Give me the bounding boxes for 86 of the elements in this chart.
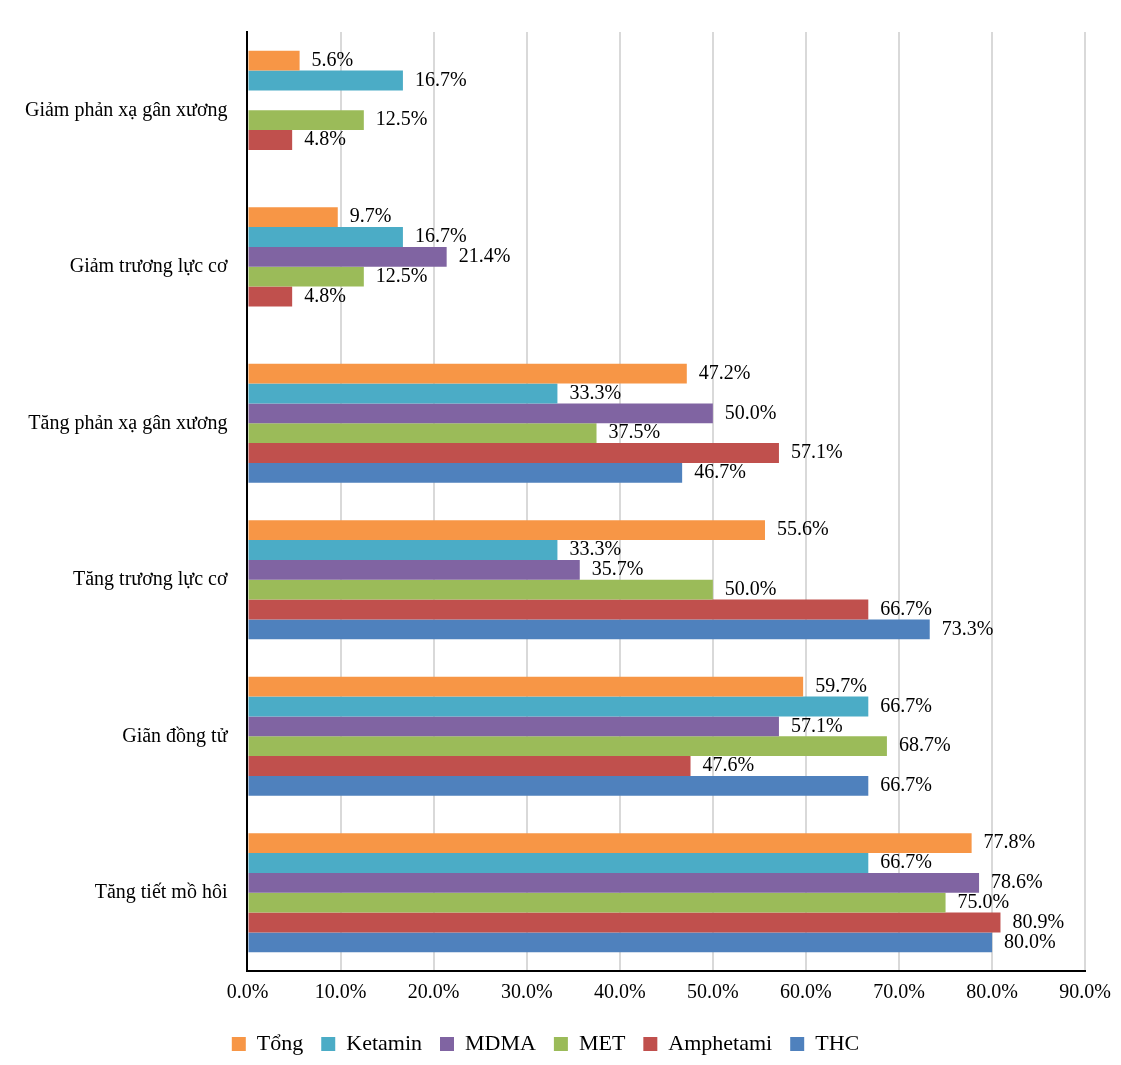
bar xyxy=(248,227,403,247)
bar xyxy=(248,619,930,640)
data-label: 59.7% xyxy=(815,673,867,696)
y-tick-label: Tăng tiết mồ hôi xyxy=(94,880,228,903)
data-label: 4.8% xyxy=(304,283,346,306)
bar xyxy=(248,50,300,71)
bar xyxy=(248,363,687,384)
bar xyxy=(248,696,869,717)
x-tick-label: 0.0% xyxy=(226,980,269,1003)
bar xyxy=(248,423,597,444)
y-tick-label: Tăng phản xạ gân xương xyxy=(28,410,228,434)
x-tick-label: 30.0% xyxy=(500,980,553,1003)
data-label: 16.7% xyxy=(414,224,467,247)
bar xyxy=(248,892,946,913)
data-label: 55.6% xyxy=(776,517,829,540)
bar xyxy=(248,736,887,757)
data-label: 33.3% xyxy=(569,537,622,560)
data-label: 80.9% xyxy=(1012,909,1065,932)
bar xyxy=(248,676,804,697)
data-label: 4.8% xyxy=(304,127,346,150)
bar xyxy=(248,443,779,463)
x-tick-label: 80.0% xyxy=(966,980,1018,1003)
bar xyxy=(248,110,364,131)
bar xyxy=(248,403,713,424)
data-label: 57.1% xyxy=(790,713,843,736)
bar xyxy=(248,462,683,483)
data-label: 37.5% xyxy=(608,420,661,443)
bar xyxy=(248,559,580,580)
data-label: 47.6% xyxy=(702,753,755,776)
legend-label: THC xyxy=(815,1029,860,1055)
bar xyxy=(248,130,293,150)
bar xyxy=(248,599,869,620)
bar xyxy=(248,70,403,91)
bar xyxy=(248,286,293,307)
legend-label: Amphetami xyxy=(668,1029,773,1055)
x-tick-label: 70.0% xyxy=(873,980,925,1003)
bar xyxy=(248,266,364,287)
legend-label: Tổng xyxy=(256,1029,304,1055)
data-label: 66.7% xyxy=(880,850,932,873)
data-label: 16.7% xyxy=(414,67,467,90)
x-tick-label: 90.0% xyxy=(1059,980,1112,1003)
bar xyxy=(248,520,765,541)
bar xyxy=(248,872,980,893)
data-label: 66.7% xyxy=(880,596,932,619)
bar xyxy=(248,540,558,560)
x-tick-label: 50.0% xyxy=(687,980,739,1003)
x-tick-label: 20.0% xyxy=(407,980,460,1003)
bar xyxy=(248,716,779,737)
x-tick-label: 10.0% xyxy=(314,980,367,1003)
data-label: 50.0% xyxy=(724,400,777,423)
data-label: 33.3% xyxy=(569,380,622,403)
data-label: 80.0% xyxy=(1004,929,1056,952)
bar xyxy=(248,833,972,854)
legend-label: MET xyxy=(578,1029,626,1055)
data-label: 73.3% xyxy=(941,616,994,639)
data-label: 47.2% xyxy=(698,360,751,383)
data-label: 66.7% xyxy=(880,693,932,716)
bar xyxy=(248,932,993,953)
data-label: 5.6% xyxy=(311,47,354,70)
data-label: 57.1% xyxy=(790,440,843,463)
data-label: 77.8% xyxy=(983,830,1036,853)
bar xyxy=(248,579,713,600)
bar xyxy=(248,775,869,796)
y-tick-label: Giãn đồng tử xyxy=(122,723,229,747)
legend-label: MDMA xyxy=(464,1029,537,1055)
bar xyxy=(248,853,869,873)
bar xyxy=(248,383,558,404)
bar xyxy=(248,756,691,776)
bar xyxy=(248,207,338,228)
bar xyxy=(248,246,447,267)
data-label: 12.5% xyxy=(375,107,428,130)
x-tick-label: 60.0% xyxy=(780,980,832,1003)
data-label: 68.7% xyxy=(898,733,951,756)
x-tick-label: 40.0% xyxy=(593,980,646,1003)
data-label: 50.0% xyxy=(724,576,777,599)
bar xyxy=(248,912,1001,933)
data-label: 9.7% xyxy=(349,204,392,227)
data-label: 12.5% xyxy=(375,263,428,286)
legend-label: Ketamin xyxy=(346,1029,423,1055)
data-label: 35.7% xyxy=(591,557,644,580)
y-tick-label: Giảm trương lực cơ xyxy=(69,254,228,277)
y-tick-label: Giảm phản xạ gân xương xyxy=(25,97,228,121)
data-label: 46.7% xyxy=(694,460,746,483)
y-tick-label: Tăng trương lực cơ xyxy=(73,567,228,590)
data-label: 66.7% xyxy=(880,773,932,796)
data-label: 21.4% xyxy=(458,244,511,267)
